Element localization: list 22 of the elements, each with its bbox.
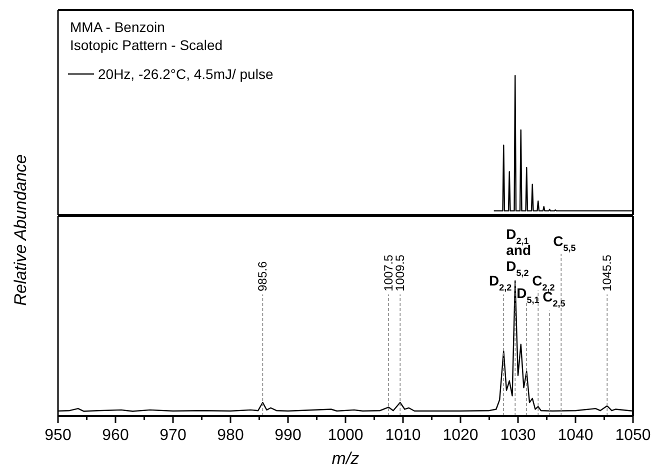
x-tick-label: 1000 [328, 427, 364, 444]
x-tick-label: 970 [160, 427, 186, 444]
x-axis-title: m/z [330, 449, 360, 469]
x-tick-label: 1020 [442, 427, 478, 444]
x-tick-label: 1040 [558, 427, 594, 444]
x-tick-label: 950 [44, 427, 72, 444]
ref-line-label: D$_{5,1}$ [516, 285, 540, 306]
chart-subtitle: Isotopic Pattern - Scaled [70, 36, 223, 54]
x-tick-label: 1030 [500, 427, 536, 444]
x-tick-label: 960 [102, 427, 129, 444]
chart-title: MMA - Benzoin [70, 18, 166, 36]
x-tick-label: 1050 [615, 427, 651, 444]
ref-line-label: 1045.5 [600, 254, 614, 292]
x-tick-label: 980 [217, 427, 244, 444]
ref-line-label: 985.6 [256, 261, 270, 292]
y-axis-title: Relative Abundance [11, 154, 31, 306]
ref-line-label: C$_{5,5}$ [553, 232, 576, 253]
legend-label: 20Hz, -26.2°C, 4.5mJ/ pulse [98, 66, 274, 82]
ref-line-label: 1007.5 [382, 254, 396, 292]
x-tick-label: 1010 [385, 427, 421, 444]
x-tick-label: 990 [274, 427, 302, 444]
ref-line-label: 1009.5 [393, 254, 408, 292]
